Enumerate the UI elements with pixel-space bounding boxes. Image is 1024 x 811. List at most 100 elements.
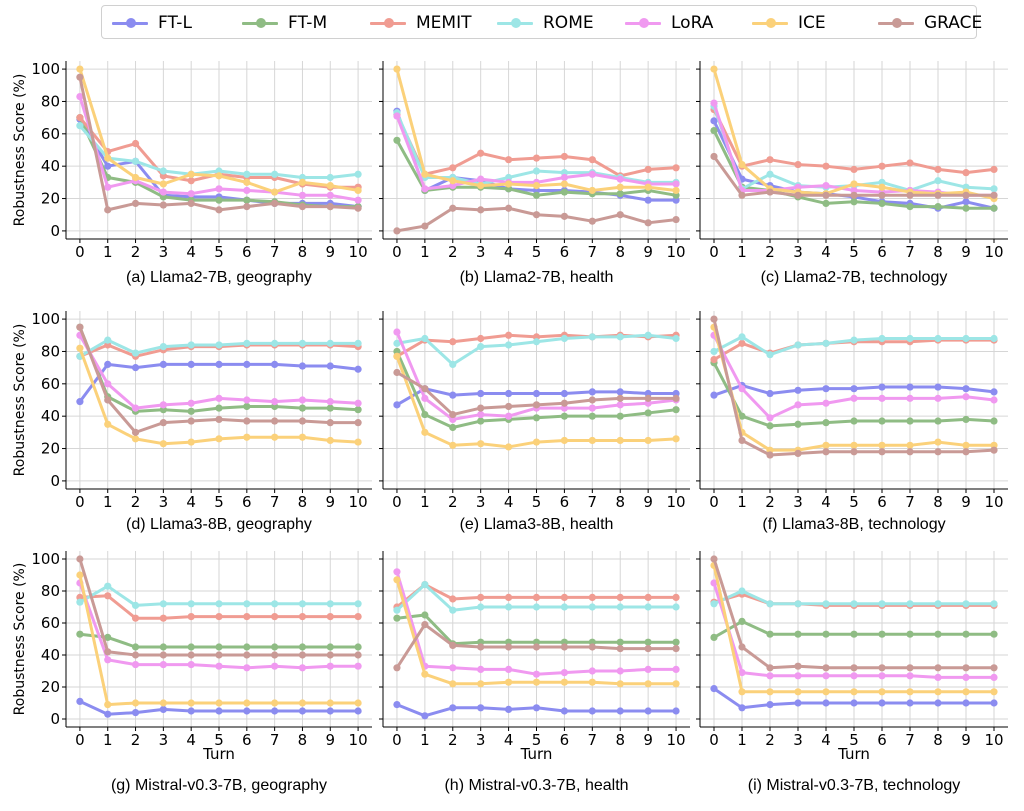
data-point-rome [766, 351, 774, 359]
data-point-ft-m [298, 404, 307, 412]
data-point-ft-m [326, 404, 334, 412]
data-point-ft-l [76, 398, 84, 406]
data-point-ft-l [934, 383, 942, 391]
data-point-memit [76, 114, 84, 122]
data-point-ft-m [560, 412, 569, 420]
data-point-memit [326, 613, 334, 621]
data-point-memit [850, 165, 858, 174]
data-point-memit [104, 592, 112, 600]
data-point-ft-m [822, 199, 830, 207]
data-point-rome [878, 334, 886, 343]
x-tick-label: 3 [793, 493, 803, 511]
data-point-ft-l [560, 389, 569, 398]
data-point-rome [644, 331, 652, 339]
data-point-grace [243, 417, 251, 425]
data-point-ft-m [850, 417, 858, 425]
x-tick-label: 10 [666, 731, 685, 749]
legend-marker [639, 18, 649, 28]
data-point-rome [672, 603, 680, 611]
data-point-ice [421, 428, 429, 436]
data-point-grace [710, 555, 718, 563]
data-point-grace [934, 664, 942, 672]
data-point-grace [878, 191, 886, 199]
data-point-ice [131, 699, 140, 707]
data-point-ft-m [243, 196, 251, 204]
data-point-ft-l [326, 707, 334, 715]
data-point-grace [822, 448, 830, 456]
data-point-rome [159, 343, 167, 351]
data-point-ft-l [449, 704, 457, 712]
data-point-memit [588, 156, 596, 164]
data-point-grace [421, 621, 429, 629]
data-point-grace [326, 651, 334, 659]
data-point-grace [76, 555, 84, 563]
x-tick-label: 10 [349, 731, 368, 749]
x-tick-label: 7 [588, 731, 598, 749]
x-tick-label: 9 [325, 493, 335, 511]
data-point-grace [794, 449, 802, 457]
data-point-ft-l [187, 707, 195, 715]
data-point-rome [532, 338, 541, 346]
data-point-ice [449, 441, 457, 449]
data-point-rome [449, 606, 457, 614]
x-tick-label: 3 [476, 731, 486, 749]
legend-label: FT-L [158, 13, 192, 33]
data-point-ft-m [878, 199, 886, 207]
data-point-ft-l [421, 712, 429, 720]
data-point-rome [504, 341, 513, 349]
data-point-rome [298, 600, 307, 608]
data-point-ft-m [962, 415, 970, 424]
chart-panel-9: 0 1 2 3 4 5 6 7 8 9 10 Turn (i) Mistral-v0.3-7B, tec… [696, 551, 1008, 794]
data-point-ft-m [477, 417, 485, 425]
data-point-grace [159, 419, 167, 427]
data-point-lora [131, 661, 140, 669]
data-point-lora [477, 665, 485, 674]
data-point-ice [906, 688, 914, 696]
x-tick-label: 5 [849, 731, 859, 749]
data-point-ice [588, 678, 596, 686]
data-point-grace [962, 448, 970, 456]
x-tick-label: 2 [765, 243, 775, 261]
data-point-grace [962, 191, 970, 199]
x-tick-label: 4 [821, 493, 831, 511]
data-point-rome [962, 600, 970, 608]
data-point-grace [616, 645, 624, 653]
x-tick-label: 7 [270, 493, 280, 511]
x-tick-label: 5 [532, 731, 542, 749]
data-point-lora [159, 188, 167, 196]
data-point-ice [672, 186, 680, 195]
data-point-grace [477, 404, 485, 412]
data-point-ice [215, 172, 223, 180]
data-point-ice [76, 571, 84, 579]
data-point-ice [532, 182, 541, 190]
x-tick-label: 4 [186, 493, 196, 511]
data-point-lora [560, 173, 569, 182]
x-tick-label: 7 [905, 243, 915, 261]
data-point-memit [532, 593, 541, 602]
data-point-ice [990, 688, 998, 696]
data-point-ft-m [990, 630, 998, 638]
y-tick-label: 0 [50, 472, 60, 490]
x-tick-label: 2 [448, 731, 458, 749]
data-point-ice [588, 436, 596, 445]
data-point-grace [934, 448, 942, 456]
data-point-lora [393, 568, 401, 576]
data-point-grace [878, 664, 886, 672]
data-point-ft-m [794, 630, 802, 638]
data-point-ft-m [906, 417, 914, 425]
data-point-lora [962, 393, 970, 401]
data-point-grace [878, 448, 886, 456]
data-point-memit [159, 614, 167, 622]
x-tick-label: 4 [821, 243, 831, 261]
data-point-ft-m [243, 402, 251, 411]
data-point-ft-m [644, 409, 652, 417]
data-point-ft-l [850, 385, 858, 393]
data-point-ft-m [934, 417, 942, 425]
data-point-memit [271, 613, 279, 621]
data-point-grace [672, 215, 680, 224]
data-point-lora [271, 662, 279, 670]
data-point-ft-l [477, 389, 485, 398]
data-point-ice [477, 440, 485, 448]
data-point-ft-l [532, 389, 541, 398]
